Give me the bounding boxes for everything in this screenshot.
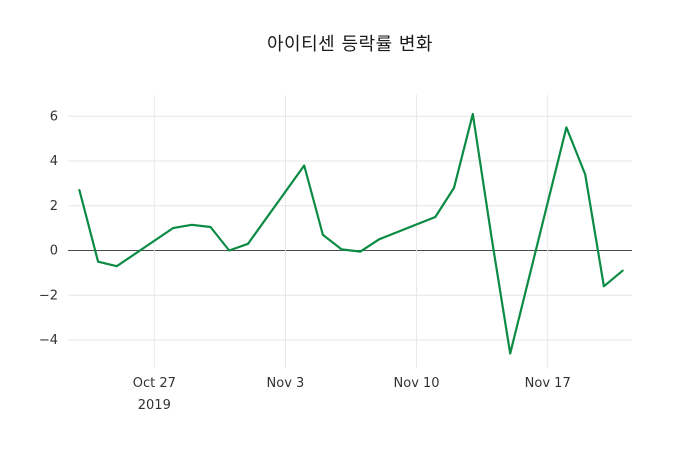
y-tick-label: 2 [50,199,58,214]
chart-title: 아이티센 등락률 변화 [267,34,433,55]
y-tick-label: 4 [50,154,58,169]
y-tick-label: −4 [39,333,58,348]
data-line-series [78,112,624,355]
y-tick-label: 6 [50,109,58,124]
x-tick-label: Nov 3 [267,376,305,391]
x-tick-label: Nov 10 [394,376,440,391]
x-tick-label: Oct 27 [133,376,176,391]
x-tick-label: Nov 17 [525,376,571,391]
x-tick-sublabel: 2019 [138,398,171,413]
y-tick-label: −2 [39,288,58,303]
y-tick-label: 0 [50,244,58,259]
